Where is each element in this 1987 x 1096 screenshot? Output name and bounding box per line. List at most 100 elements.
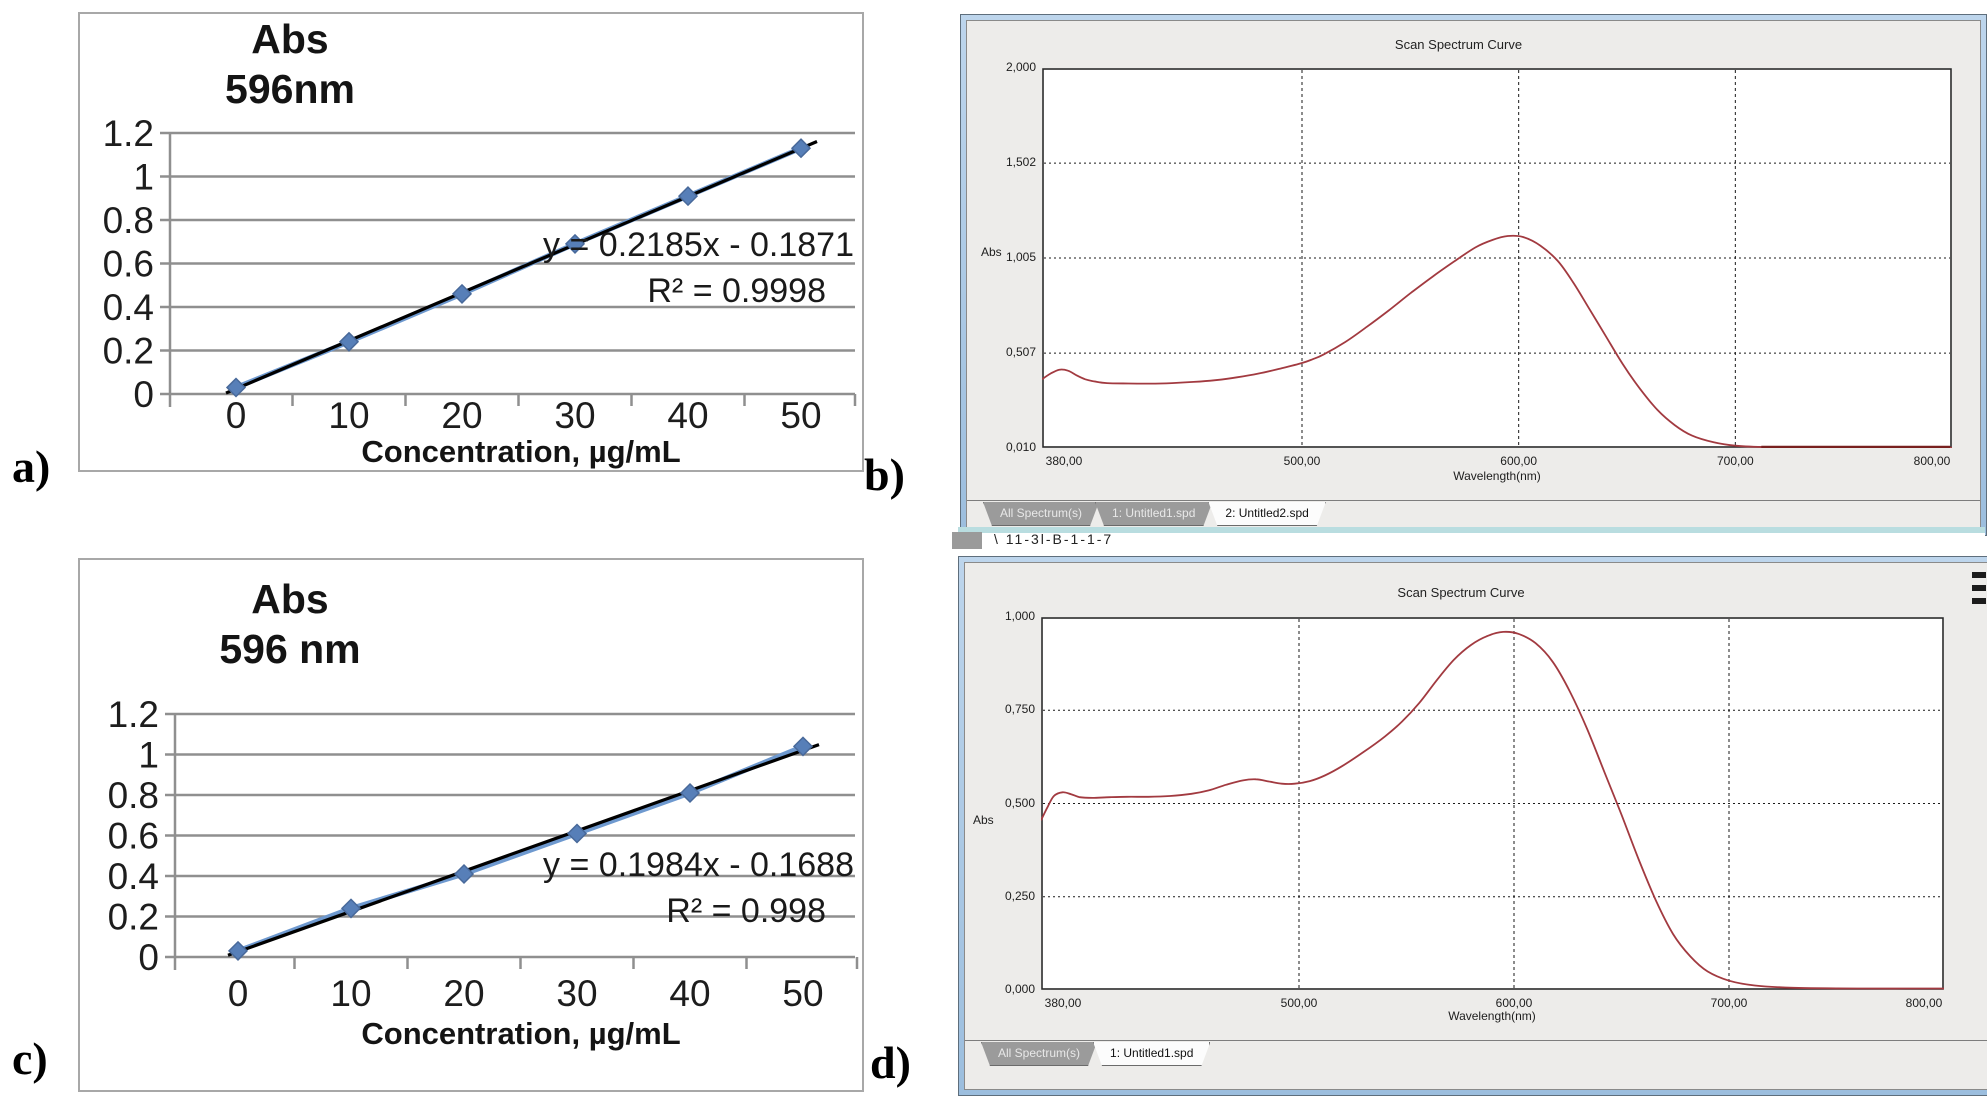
tick-label: 50: [782, 973, 823, 1014]
chart-title-line1: Abs: [251, 16, 329, 62]
tick-label: 0.4: [108, 856, 159, 897]
calibration-plot-c: 1.210.80.60.40.200 10 20 30 40 50: [108, 694, 859, 1014]
data-point-marker: [564, 233, 586, 254]
y-tick-label: 0,507: [1005, 345, 1036, 360]
tick-label: 0: [226, 395, 247, 436]
spectrum-window-content: Scan Spectrum Curve Abs Wavelength(nm) A…: [964, 562, 1987, 1090]
y-tick-label: 0,500: [1004, 795, 1035, 810]
x-tick-label: 700,00: [1716, 454, 1754, 468]
spectrum-tab-bar: All Spectrum(s) 1: Untitled1.spd: [965, 1040, 1987, 1066]
tick-label: 1: [133, 157, 154, 198]
data-point-marker: [679, 782, 701, 804]
clipped-text-fragment: \ 11-3l-B-1-1-7: [994, 531, 1114, 544]
figure-label-d: d): [870, 1037, 911, 1088]
y-tick-label: 0,750: [1004, 702, 1035, 717]
y-tick-label: 0,010: [1005, 440, 1036, 454]
x-axis-label: Wavelength(nm): [1453, 469, 1541, 483]
spectrum-window-d: Scan Spectrum Curve Abs Wavelength(nm) A…: [958, 556, 1987, 1096]
x-tick-label: 800,00: [1913, 454, 1951, 468]
tick-label: 1.2: [103, 113, 154, 154]
spectrum-plot-b: [1042, 68, 1952, 448]
x-tick-label: 500,00: [1283, 454, 1321, 468]
tick-label: 0.2: [108, 897, 159, 938]
tick-label: 0.4: [103, 287, 154, 328]
figure-label-a: a): [12, 441, 51, 492]
tick-label: 0: [138, 937, 159, 978]
y-tick-label: 1,005: [1005, 250, 1036, 264]
data-point-marker: [790, 138, 812, 159]
x-tick-label: 380,00: [1044, 996, 1082, 1010]
tick-label: 0: [228, 973, 249, 1014]
data-point-marker: [566, 823, 588, 844]
chart-title-line1: Abs: [251, 576, 329, 622]
tick-label: 0.6: [108, 816, 159, 857]
x-tick-label: 800,00: [1905, 996, 1943, 1010]
data-point-marker: [227, 940, 249, 961]
chart-title-line2: 596 nm: [219, 626, 361, 672]
y-tick-label: 1,000: [1004, 609, 1035, 623]
spectrum-tab[interactable]: All Spectrum(s): [981, 1042, 1097, 1066]
trendline-equation: y = 0.1984x - 0.1688 R² = 0.998: [374, 846, 854, 931]
chart-title-line2: 596nm: [225, 66, 355, 112]
data-point-marker: [792, 736, 814, 757]
tick-label: 40: [669, 973, 710, 1014]
r-squared-text: R² = 0.9998: [647, 272, 826, 310]
tick-label: 1: [138, 735, 159, 776]
x-axis-title: Concentration, µg/mL: [361, 1016, 681, 1051]
y-tick-label: 1,502: [1005, 155, 1036, 170]
data-point-marker: [453, 863, 475, 885]
spectrum-window-content: Scan Spectrum Curve Abs Wavelength(nm) A…: [966, 20, 1981, 530]
clipped-window-fragment: \ 11-3l-B-1-1-7: [952, 527, 1985, 554]
x-tick-label: 600,00: [1500, 454, 1538, 468]
tick-label: 20: [443, 973, 484, 1014]
spectrum-tab-active[interactable]: 1: Untitled1.spd: [1093, 1042, 1210, 1066]
spectrum-tab-bar: All Spectrum(s) 1: Untitled1.spd 2: Untitl…: [967, 500, 1980, 526]
tick-label: 10: [328, 395, 369, 436]
x-tick-label: 700,00: [1710, 996, 1748, 1010]
tick-label: 40: [667, 395, 708, 436]
data-point-marker: [225, 377, 247, 398]
tick-label: 0.6: [103, 244, 154, 285]
y-tick-label: 2,000: [1005, 60, 1036, 74]
spectrum-tab[interactable]: All Spectrum(s): [983, 502, 1099, 526]
data-point-marker: [338, 331, 360, 352]
x-tick-label: 380,00: [1045, 454, 1083, 468]
data-point-marker: [677, 186, 699, 207]
equation-text: y = 0.1984x - 0.1688: [543, 846, 854, 884]
data-point-marker: [340, 898, 362, 919]
tick-label: 0: [133, 374, 154, 415]
clipped-tab-fragment: [952, 532, 982, 549]
x-axis-label: Wavelength(nm): [1448, 1009, 1536, 1023]
trendline-equation: y = 0.2185x - 0.1871 R² = 0.9998: [374, 226, 854, 311]
r-squared-text: R² = 0.998: [666, 892, 826, 930]
tick-label: 20: [441, 395, 482, 436]
spectrum-title: Scan Spectrum Curve: [1397, 585, 1525, 600]
calibration-plot-a: 1.210.80.60.40.200 10 20 30 40 50: [103, 113, 857, 436]
screen-edge-artifact: [1972, 572, 1986, 611]
calibration-chart-a: Abs 596nm 1.2 1 0.8 0.6 0.4 0.2 0 0 10 20 30 40 50 y…: [78, 12, 864, 472]
data-point-marker: [451, 283, 473, 304]
tick-label: 10: [330, 973, 371, 1014]
spectrum-title: Scan Spectrum Curve: [1394, 37, 1523, 52]
x-axis-title: Concentration, µg/mL: [361, 434, 681, 469]
y-axis-label: Abs: [981, 245, 1002, 259]
tick-label: 1.2: [108, 694, 159, 735]
spectrum-tab-active[interactable]: 2: Untitled2.spd: [1208, 502, 1325, 526]
figure-label-b: b): [864, 449, 905, 500]
x-tick-label: 600,00: [1495, 996, 1533, 1010]
tick-label: 30: [556, 973, 597, 1014]
y-axis-label: Abs: [973, 813, 994, 827]
equation-text: y = 0.2185x - 0.1871: [543, 226, 854, 264]
x-tick-label: 500,00: [1280, 996, 1318, 1010]
tick-label: 0.8: [103, 200, 154, 241]
spectrum-window-b: Scan Spectrum Curve Abs Wavelength(nm) A…: [960, 14, 1987, 536]
spectrum-plot-d: [1041, 617, 1944, 990]
clipped-window-edge: [958, 527, 1985, 533]
tick-label: 0.2: [103, 331, 154, 372]
tick-label: 0.8: [108, 775, 159, 816]
calibration-chart-c: Abs 596 nm 1.2 1 0.8 0.6 0.4 0.2 0 0 10 20 30 40 50 …: [78, 558, 864, 1092]
y-tick-label: 0,250: [1004, 888, 1035, 903]
tick-label: 30: [554, 395, 595, 436]
spectrum-tab[interactable]: 1: Untitled1.spd: [1095, 502, 1212, 526]
